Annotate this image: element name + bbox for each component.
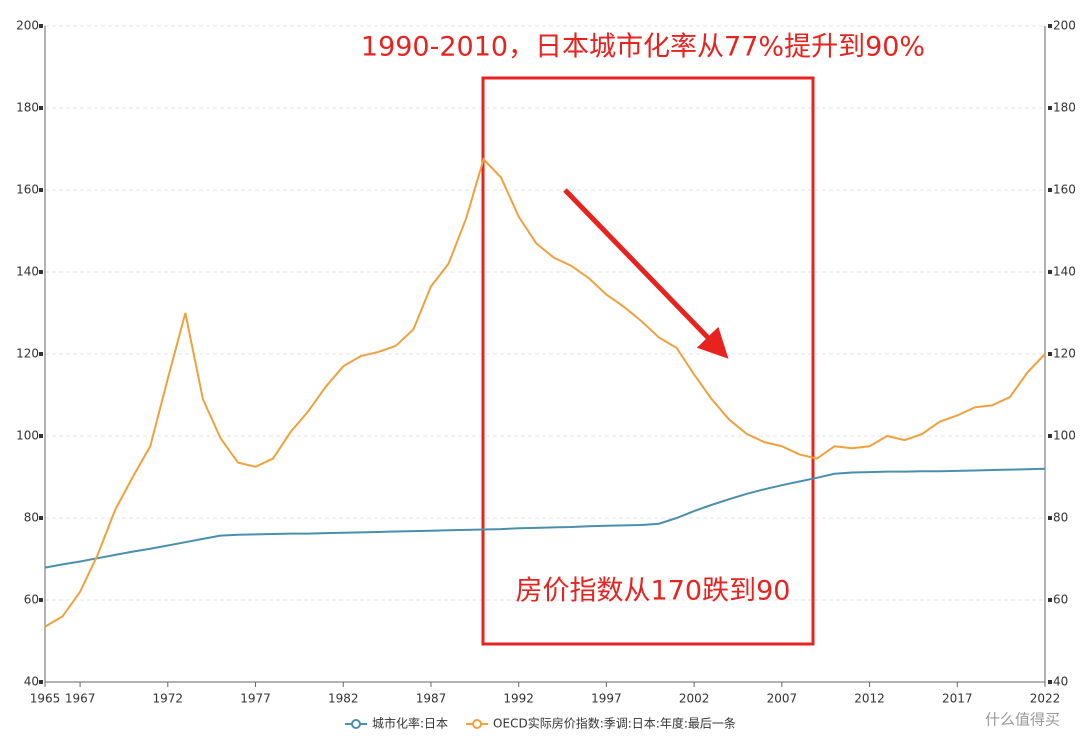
y2-tick-label: 140 [1053,265,1076,279]
y2-tick-label: 200 [1053,19,1076,33]
y-tick-label: 200 [16,19,39,33]
x-tick-label: 1977 [240,692,271,706]
x-tick-label: 2012 [854,692,885,706]
watermark: 什么值得买 [985,711,1060,729]
x-tick-label: 1982 [328,692,359,706]
y-tick [39,352,43,356]
y2-tick [1048,24,1052,28]
series-line [44,467,1046,569]
y2-tick [1048,434,1052,438]
x-tick-label: 1967 [65,692,96,706]
legend-label: OECD实际房价指数:季调:日本:年度:最后一条 [493,716,736,731]
y-tick-label: 60 [24,593,39,607]
y2-tick-label: 120 [1053,347,1076,361]
y-tick [39,188,43,192]
y-tick [39,516,43,520]
y-tick [39,680,43,684]
y-tick [39,106,43,110]
y2-tick [1048,516,1052,520]
y2-tick [1048,106,1052,110]
y-tick-label: 140 [16,265,39,279]
x-tick-label: 1992 [503,692,534,706]
x-tick-label: 1997 [591,692,622,706]
legend-marker [472,719,483,729]
y2-tick-label: 180 [1053,101,1076,115]
y-tick [39,270,43,274]
y-tick [39,598,43,602]
annotation: 房价指数从170跌到90 [516,576,791,607]
x-tick-label: 2022 [1030,692,1061,706]
y-tick-label: 180 [16,101,39,115]
y-tick-label: 160 [16,183,39,197]
y2-tick [1048,270,1052,274]
y-tick-label: 100 [16,429,39,443]
legend-label: 城市化率:日本 [372,716,448,731]
y-tick-label: 120 [16,347,39,361]
legend-marker [351,719,361,729]
y-tick-label: 80 [24,511,39,525]
x-tick-label: 2007 [767,692,798,706]
x-tick-label: 1965 [30,692,61,706]
annotation: 1990-2010，日本城市化率从77%提升到90% [361,32,925,63]
y2-tick [1048,680,1052,684]
y-tick-label: 40 [24,675,39,689]
highlight-box [481,76,815,646]
y-tick [39,24,43,28]
x-tick-label: 1972 [153,692,184,706]
y2-tick [1048,352,1052,356]
y2-tick-label: 60 [1053,593,1068,607]
y2-tick [1048,598,1052,602]
x-tick-label: 2017 [942,692,973,706]
y2-tick-label: 160 [1053,183,1076,197]
y2-tick-label: 40 [1053,675,1068,689]
x-tick-label: 2002 [679,692,710,706]
y2-tick-label: 100 [1053,429,1076,443]
y2-tick [1048,188,1052,192]
y-tick [39,434,43,438]
y2-tick-label: 80 [1053,511,1068,525]
x-tick-label: 1987 [416,692,447,706]
arrow [563,188,729,359]
series-line [44,157,1046,628]
